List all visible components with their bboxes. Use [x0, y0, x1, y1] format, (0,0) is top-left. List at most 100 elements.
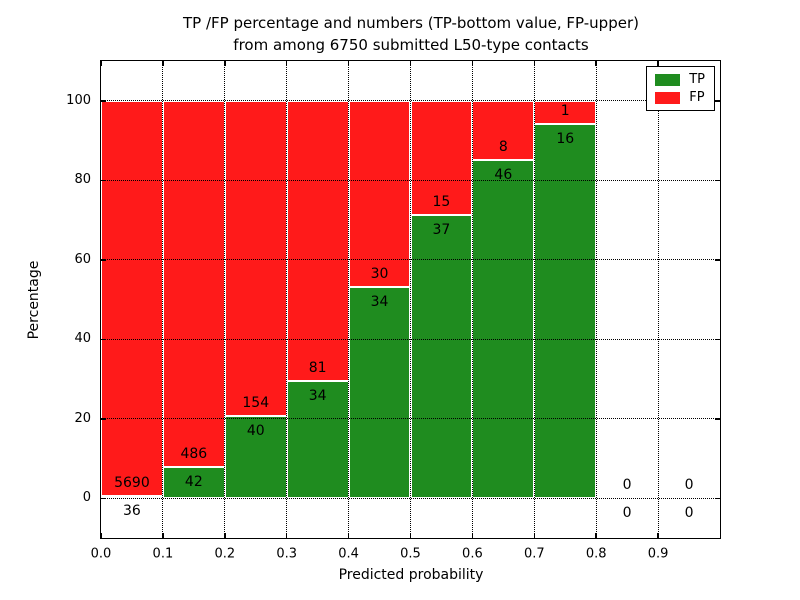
y-tick-right: [715, 497, 720, 499]
x-tick-bottom: [162, 533, 164, 538]
y-gridline: [101, 418, 720, 420]
x-tick-label: 0.6: [462, 546, 483, 562]
x-tick-top: [409, 61, 412, 66]
fp-count-label-1: 486: [180, 445, 208, 462]
fp-count-label-4: 30: [370, 266, 389, 283]
fp-count-label-0: 5690: [114, 474, 150, 491]
tp-count-label-2: 40: [246, 423, 265, 440]
bar-fp-6: [472, 100, 535, 160]
x-tick-label: 0.8: [585, 546, 607, 562]
x-tick-top: [347, 61, 350, 66]
y-tick-label: 100: [66, 92, 91, 108]
y-gridline: [101, 259, 720, 261]
y-tick-left: [101, 259, 106, 261]
tp-count-label-0: 36: [123, 502, 141, 519]
x-tick-bottom: [409, 533, 412, 538]
legend-label-fp: FP: [689, 90, 705, 105]
y-tick-right: [715, 259, 720, 261]
x-tick-top: [100, 61, 102, 66]
y-tick-right: [715, 338, 720, 340]
chart-title: TP /FP percentage and numbers (TP-bottom…: [100, 12, 722, 56]
y-gridline: [101, 497, 720, 499]
bar-fp-0: [101, 100, 163, 496]
y-tick-label: 40: [74, 331, 91, 347]
tp-count-label-1: 42: [184, 473, 203, 490]
fp-swatch-icon: [655, 91, 681, 104]
y-tick-left: [101, 497, 106, 499]
x-gridline: [533, 61, 535, 538]
x-tick-bottom: [285, 533, 288, 538]
y-tick-label: 60: [74, 251, 91, 267]
x-tick-bottom: [657, 533, 659, 538]
y-tick-left: [101, 100, 106, 102]
legend: TP FP: [646, 66, 715, 111]
x-gridline: [471, 61, 473, 538]
tp-count-label-6: 46: [494, 166, 513, 183]
y-tick-label: 20: [74, 410, 91, 426]
bar-tp-5: [410, 215, 473, 499]
tp-count-label-7: 16: [556, 131, 575, 148]
x-gridline: [410, 61, 411, 538]
tp-count-label-5: 37: [432, 222, 451, 239]
x-tick-bottom: [533, 533, 536, 538]
x-tick-bottom: [224, 533, 226, 538]
bar-fp-3: [286, 100, 349, 381]
x-gridline: [286, 61, 288, 538]
y-tick-left: [101, 338, 106, 340]
fp-count-label-3: 81: [308, 359, 327, 376]
fp-count-label-8: 0: [622, 477, 632, 494]
y-tick-right: [715, 418, 720, 420]
fp-count-label-6: 8: [498, 138, 508, 155]
x-tick-label: 0.7: [523, 546, 545, 562]
tp-count-label-8: 0: [622, 505, 632, 522]
y-tick-label: 0: [82, 490, 91, 506]
x-tick-top: [224, 61, 226, 66]
x-tick-top: [533, 61, 536, 66]
plot-area: TP FP 5690 36 486 42 154 40 81 34 30 34 15 37 8 46 1 16 0…: [66, 60, 721, 562]
y-tick-right: [715, 179, 720, 181]
x-tick-bottom: [100, 533, 102, 538]
x-tick-label: 0.0: [90, 546, 112, 562]
y-axis-label: Percentage: [26, 260, 42, 340]
legend-label-tp: TP: [689, 72, 705, 87]
tp-count-label-4: 34: [370, 294, 389, 311]
x-tick-top: [285, 61, 288, 66]
bar-fp-4: [348, 100, 411, 288]
y-tick-label: 80: [74, 172, 91, 188]
x-gridline: [595, 61, 597, 538]
fp-count-label-9: 0: [684, 477, 694, 494]
tp-count-label-9: 0: [684, 505, 694, 522]
x-axis-label: Predicted probability: [338, 567, 484, 583]
y-tick-right: [715, 100, 720, 102]
chart-title-line1: TP /FP percentage and numbers (TP-bottom…: [183, 14, 639, 32]
bar-tp-6: [472, 159, 535, 499]
x-tick-label: 0.1: [152, 546, 174, 562]
y-gridline: [101, 100, 720, 102]
x-gridline: [224, 61, 226, 538]
y-tick-left: [101, 179, 106, 181]
bar-fp-1: [162, 100, 225, 467]
tp-count-label-3: 34: [308, 387, 327, 404]
x-tick-top: [471, 61, 474, 66]
x-tick-bottom: [347, 533, 350, 538]
x-tick-label: 0.4: [338, 546, 359, 562]
x-gridline: [348, 61, 350, 538]
x-tick-label: 0.2: [214, 546, 236, 562]
legend-row-fp: FP: [655, 91, 705, 104]
x-tick-label: 0.3: [276, 546, 298, 562]
chart-title-line2: from among 6750 submitted L50-type conta…: [233, 36, 589, 54]
tp-swatch-icon: [655, 73, 681, 86]
y-gridline: [101, 338, 720, 340]
x-tick-top: [162, 61, 164, 66]
bar-fp-5: [410, 100, 473, 216]
fp-count-label-7: 1: [560, 103, 570, 120]
y-gridline: [101, 179, 720, 181]
x-gridline: [162, 61, 164, 538]
legend-row-tp: TP: [655, 73, 705, 86]
fp-count-label-2: 154: [242, 395, 270, 412]
y-tick-left: [101, 418, 106, 420]
x-tick-label: 0.5: [400, 546, 421, 562]
bar-tp-1: [162, 466, 225, 499]
x-tick-top: [657, 61, 659, 66]
